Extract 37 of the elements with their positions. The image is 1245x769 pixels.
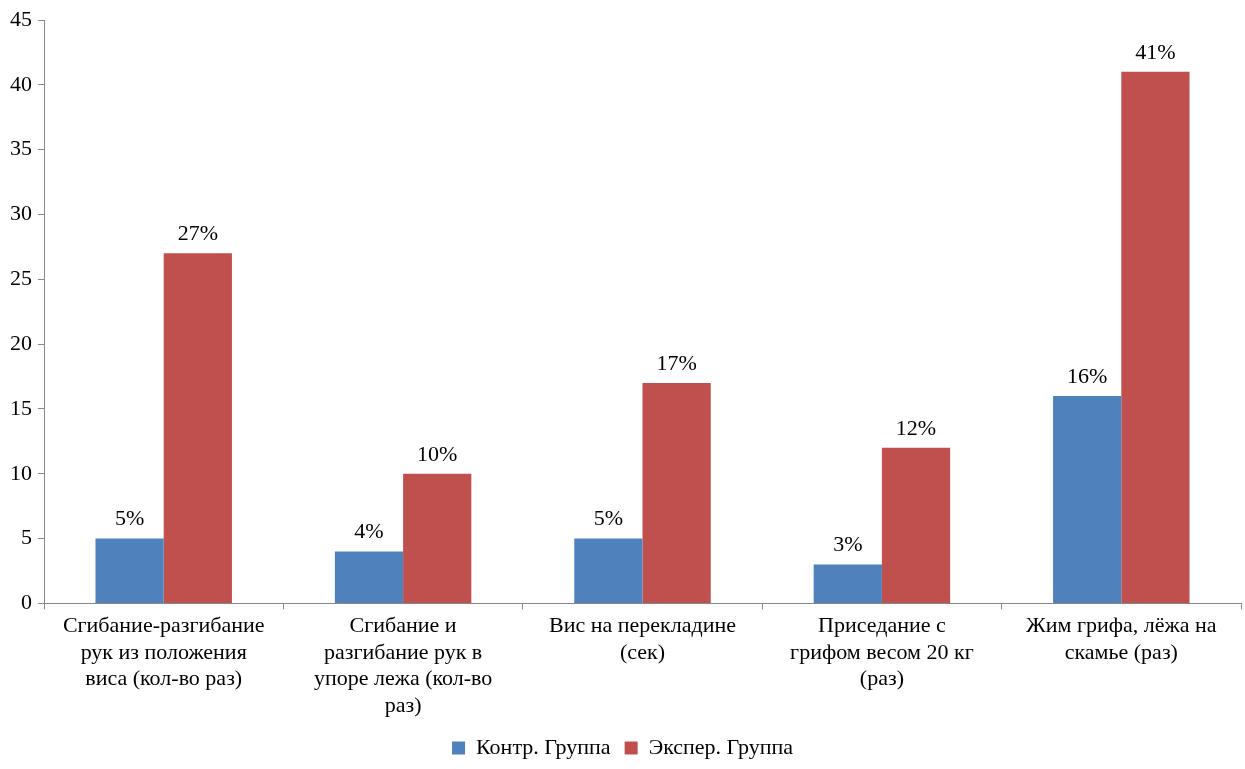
bar — [334, 551, 404, 603]
y-tick-label: 0 — [21, 589, 32, 615]
legend-label: Экспер. Группа — [648, 733, 794, 759]
data-label: 16% — [1067, 362, 1108, 388]
bar — [881, 447, 951, 603]
y-tick-label: 40 — [10, 70, 32, 96]
y-tick-label: 25 — [10, 265, 32, 291]
data-label: 3% — [833, 531, 863, 557]
y-tick-label: 20 — [10, 329, 32, 355]
y-tick-label: 35 — [10, 135, 32, 161]
bar — [642, 383, 711, 603]
bar — [403, 473, 472, 603]
data-label: 41% — [1135, 38, 1176, 64]
bar — [95, 538, 164, 603]
bar — [163, 253, 232, 603]
x-tick-label: Приседание с грифом весом 20 кг (раз) — [790, 612, 974, 691]
legend-label: Контр. Группа — [476, 733, 611, 759]
data-label: 17% — [656, 349, 697, 375]
data-label: 5% — [114, 505, 145, 531]
bar — [1053, 395, 1122, 603]
data-label: 4% — [354, 518, 384, 544]
x-tick-label: Вис на перекладине (сек) — [549, 612, 736, 664]
y-tick-label: 10 — [10, 459, 32, 485]
y-tick-label: 45 — [10, 5, 32, 31]
x-tick-label: Сгибание и разгибание рук в упоре лежа (кол-во раз) — [313, 612, 493, 717]
bar — [1121, 71, 1190, 603]
x-tick-label: Сгибание-разгибание рук из положения виса (кол-во раз) — [62, 612, 265, 691]
y-tick-label: 5 — [21, 524, 32, 550]
bar — [813, 564, 882, 603]
y-tick-label: 30 — [10, 200, 32, 226]
data-label: 12% — [895, 414, 937, 440]
data-label: 10% — [417, 440, 458, 466]
data-label: 27% — [177, 220, 218, 246]
x-tick-label: Жим грифа, лёжа на скамье (раз) — [1026, 612, 1217, 664]
data-label: 5% — [593, 505, 624, 531]
bar — [574, 538, 643, 603]
y-tick-label: 15 — [10, 394, 32, 420]
